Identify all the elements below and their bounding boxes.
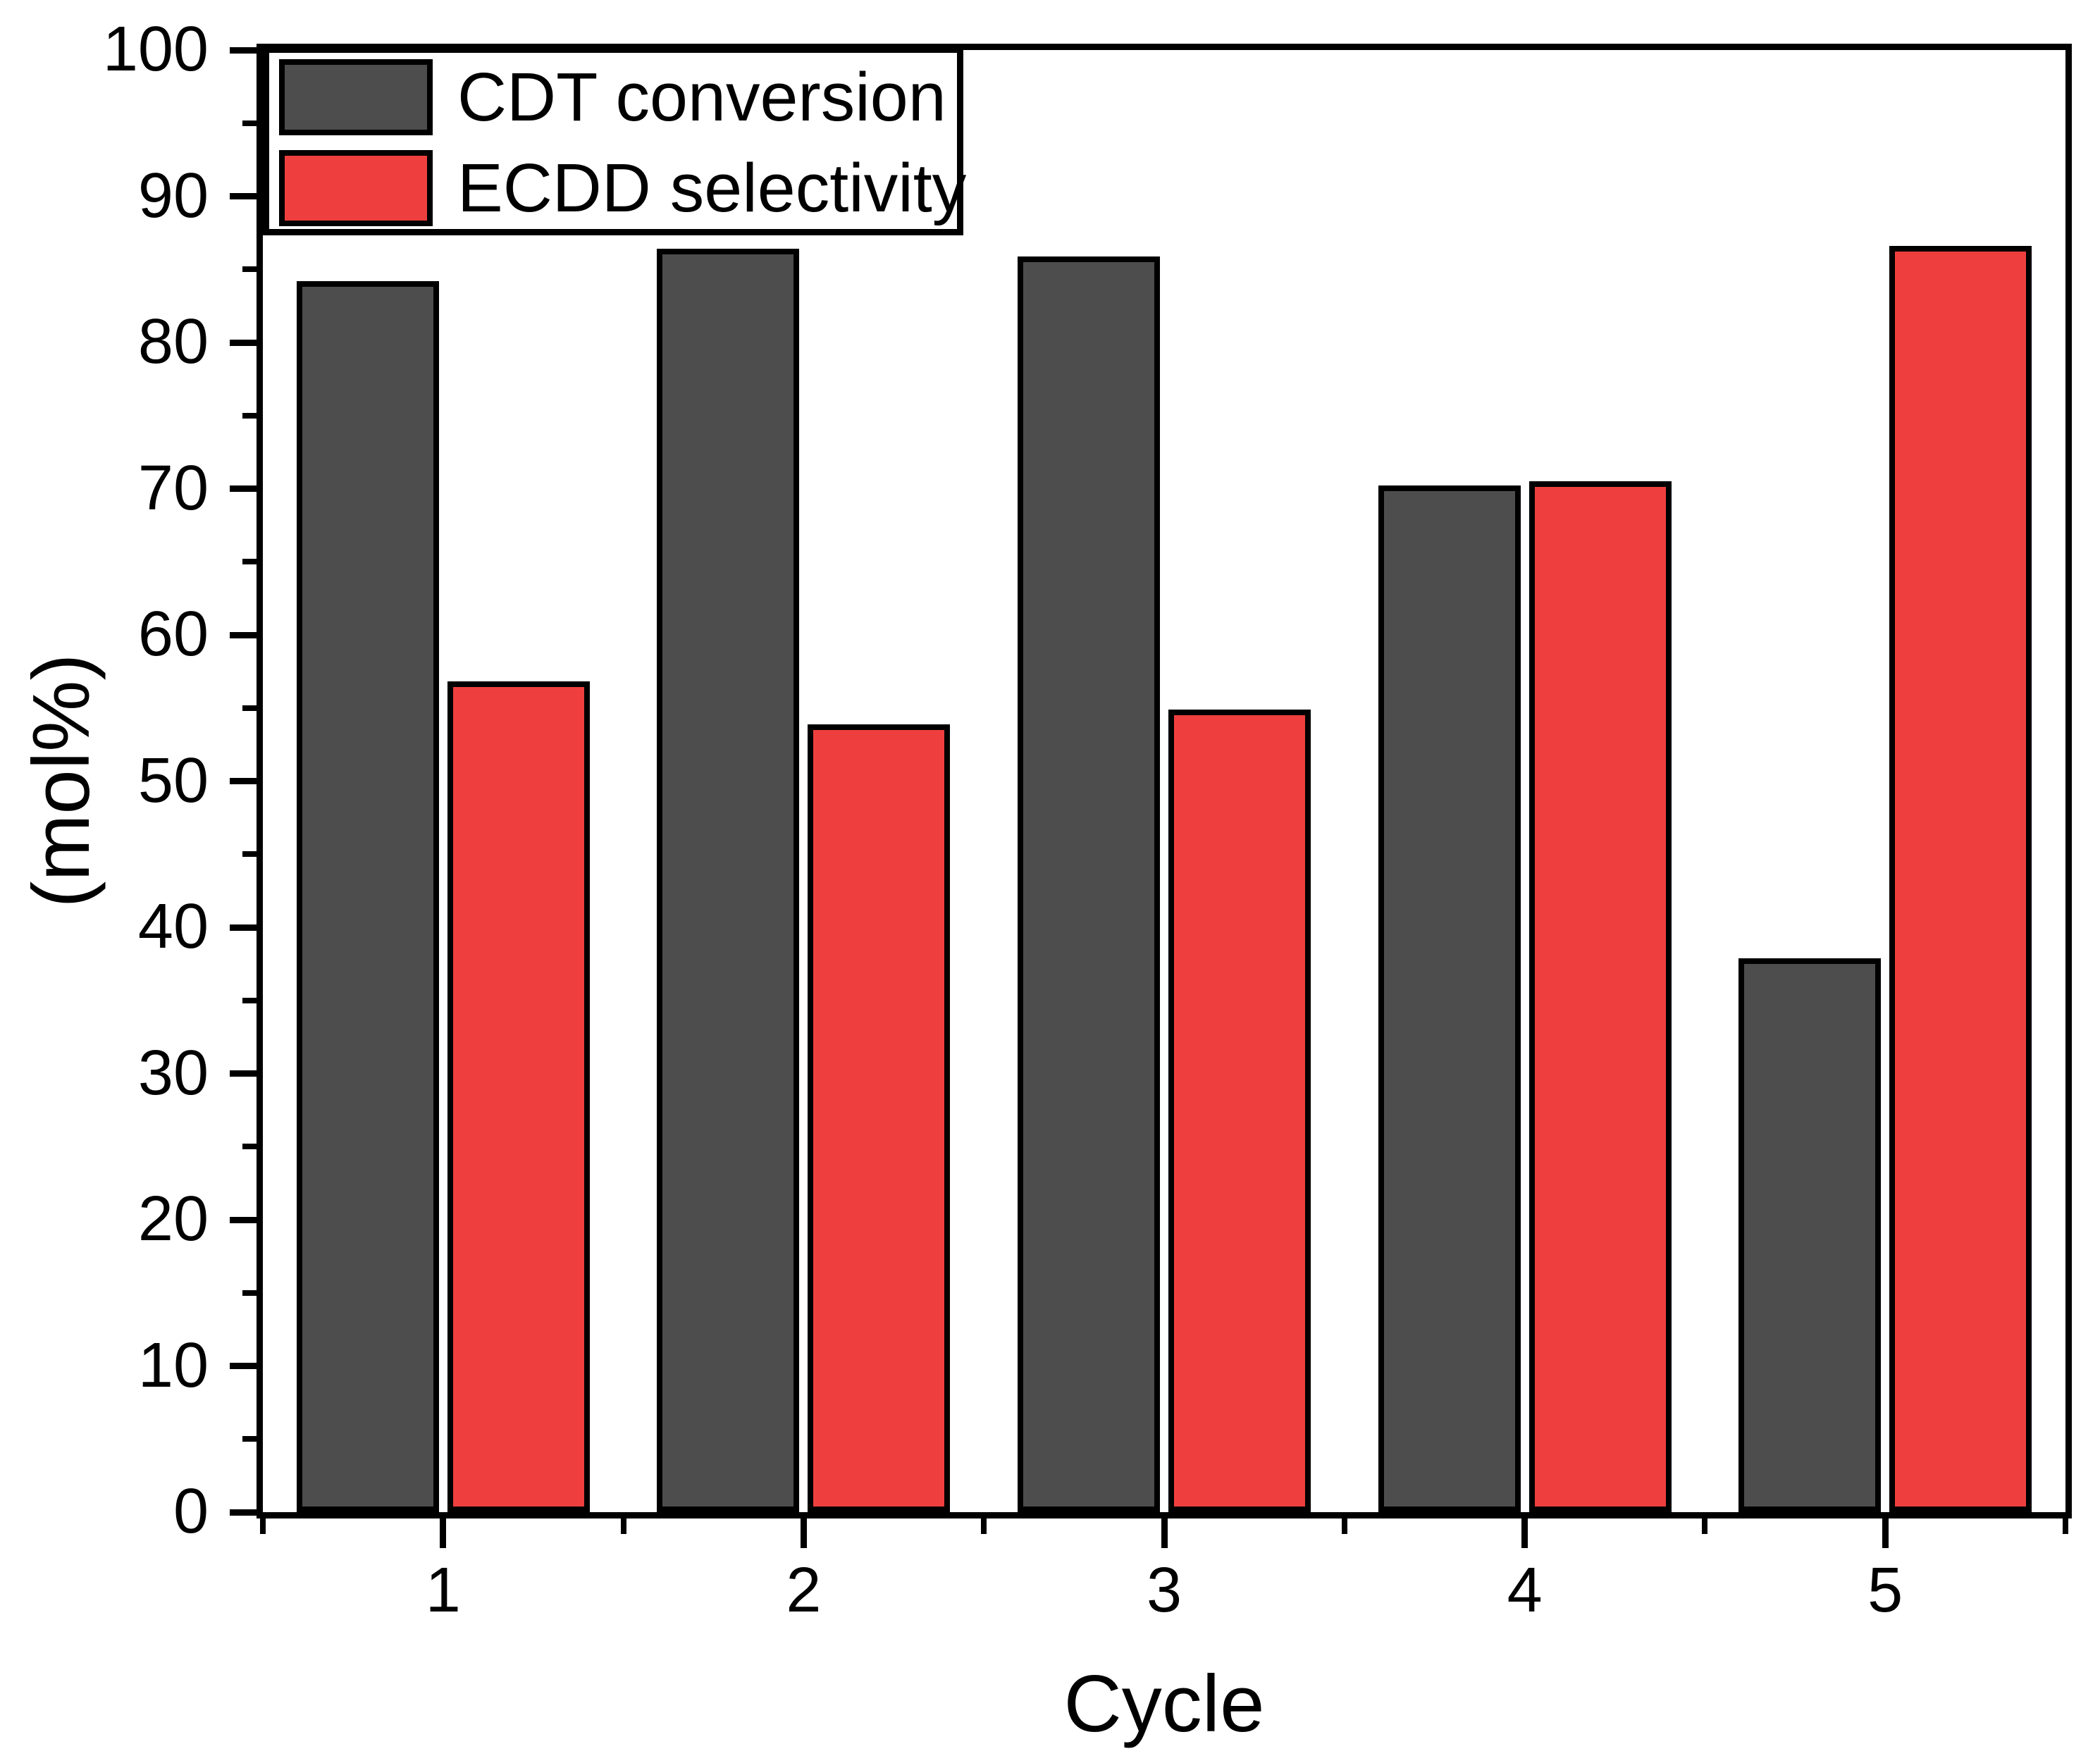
x-axis-minor-tick xyxy=(981,1518,987,1534)
y-axis-tick-label: 40 xyxy=(137,891,209,962)
y-axis-minor-tick xyxy=(242,120,257,126)
plot-area xyxy=(263,50,2065,1512)
y-axis-minor-tick xyxy=(242,705,257,711)
y-axis-minor-tick xyxy=(242,1436,257,1442)
y-axis-major-tick xyxy=(230,924,257,931)
x-axis-major-tick xyxy=(1161,1518,1168,1548)
x-axis-minor-tick xyxy=(620,1518,626,1534)
y-axis-minor-tick xyxy=(242,412,257,419)
y-axis-tick-label: 10 xyxy=(137,1330,209,1401)
x-axis-major-tick xyxy=(440,1518,447,1548)
bar-cdt-conversion-cycle-4 xyxy=(1378,485,1521,1512)
x-axis-tick-label: 4 xyxy=(1507,1555,1543,1626)
bar-ecdd-selectivity-cycle-3 xyxy=(1168,710,1311,1512)
y-axis-major-tick xyxy=(230,1070,257,1077)
x-axis-major-tick xyxy=(800,1518,807,1548)
bar-ecdd-selectivity-cycle-4 xyxy=(1528,481,1672,1512)
y-axis-tick-label: 70 xyxy=(137,452,209,524)
legend-label-cdt-conversion: CDT conversion xyxy=(457,58,946,135)
y-axis-major-tick xyxy=(230,778,257,784)
y-axis-major-tick xyxy=(230,47,257,54)
legend-item-ecdd-selectivity: ECDD selectivity xyxy=(279,150,966,226)
y-axis-major-tick xyxy=(230,339,257,346)
bar-cdt-conversion-cycle-3 xyxy=(1018,256,1160,1512)
legend: CDT conversion ECDD selectivity xyxy=(263,47,966,235)
x-axis-tick-label: 3 xyxy=(1146,1555,1182,1626)
y-axis-tick-label: 80 xyxy=(137,307,209,377)
y-axis-minor-tick xyxy=(242,559,257,565)
legend-swatch-ecdd-selectivity xyxy=(279,150,433,226)
y-axis-tick-label: 0 xyxy=(173,1476,209,1547)
legend-item-cdt-conversion: CDT conversion xyxy=(279,59,957,135)
x-axis-tick-label: 1 xyxy=(425,1555,461,1626)
x-axis-tick-label: 2 xyxy=(786,1555,822,1626)
y-axis-minor-tick xyxy=(242,997,257,1003)
y-axis-tick-label: 50 xyxy=(137,745,209,816)
x-axis-major-tick xyxy=(1882,1518,1889,1548)
y-axis-tick-label: 20 xyxy=(137,1184,209,1254)
y-axis-major-tick xyxy=(230,485,257,492)
bar-cdt-conversion-cycle-1 xyxy=(296,281,439,1512)
y-axis-major-tick xyxy=(230,1363,257,1369)
y-axis-tick-label: 60 xyxy=(137,599,209,669)
y-axis-major-tick xyxy=(230,631,257,638)
x-axis-minor-tick xyxy=(1702,1518,1708,1534)
bar-ecdd-selectivity-cycle-1 xyxy=(447,681,590,1512)
bar-ecdd-selectivity-cycle-5 xyxy=(1889,246,2032,1512)
x-axis-minor-tick xyxy=(2063,1518,2068,1534)
y-axis-tick-label: 90 xyxy=(137,160,209,231)
y-axis-minor-tick xyxy=(242,1289,257,1296)
bar-ecdd-selectivity-cycle-2 xyxy=(808,724,951,1512)
y-axis-major-tick xyxy=(230,1216,257,1223)
y-axis-major-tick xyxy=(230,193,257,199)
x-axis-tick-label: 5 xyxy=(1867,1555,1903,1626)
x-axis-minor-tick xyxy=(260,1518,266,1534)
bar-cdt-conversion-cycle-5 xyxy=(1738,958,1882,1512)
y-axis-major-tick xyxy=(230,1509,257,1516)
x-axis-minor-tick xyxy=(1341,1518,1347,1534)
x-axis-title: Cycle xyxy=(1063,1659,1265,1749)
x-axis-major-tick xyxy=(1521,1518,1528,1548)
y-axis-minor-tick xyxy=(242,266,257,273)
y-axis-minor-tick xyxy=(242,1144,257,1150)
y-axis-tick-label: 30 xyxy=(137,1037,209,1108)
y-axis-minor-tick xyxy=(242,851,257,858)
y-axis-tick-label: 100 xyxy=(102,14,209,85)
legend-swatch-cdt-conversion xyxy=(279,59,433,135)
legend-label-ecdd-selectivity: ECDD selectivity xyxy=(457,149,967,226)
bar-cdt-conversion-cycle-2 xyxy=(657,249,800,1512)
